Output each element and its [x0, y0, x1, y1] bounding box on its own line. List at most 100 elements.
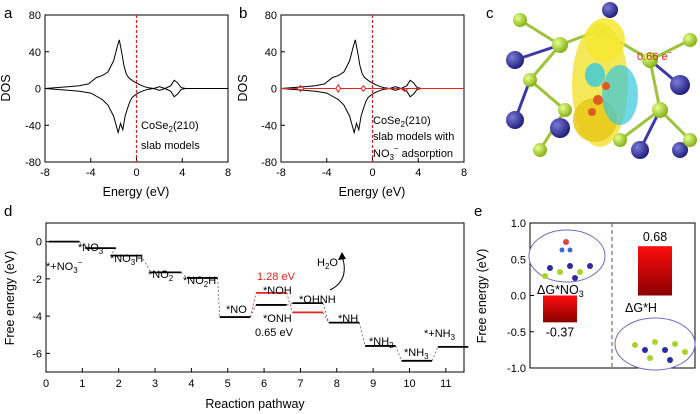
selenium-atom [652, 102, 668, 118]
selenium-atom [683, 33, 697, 47]
bar-label-h: ΔG*H [625, 301, 657, 315]
y-tick-label: -4 [32, 311, 42, 323]
x-tick-label: 6 [261, 378, 267, 390]
step-label: *+NO3− [46, 258, 83, 275]
level-connector [286, 302, 293, 306]
charge-transfer-label: 0.66 e− [637, 48, 673, 63]
y-tick-label: 1.0 [511, 218, 526, 230]
panel-a-note-line1: CoSe2(210) [141, 120, 199, 134]
dos-series-line [281, 88, 464, 94]
dos-series-line [280, 39, 464, 91]
y-tick-label: -6 [32, 348, 42, 360]
x-tick-label: -4 [322, 167, 332, 179]
step-label: *NO2H [183, 275, 216, 289]
level-connector [217, 277, 221, 318]
y-tick-label: -1.0 [507, 363, 526, 375]
dos-series-line [44, 86, 228, 135]
x-tick-label: 8 [225, 167, 231, 179]
step-label: *NO [226, 304, 247, 316]
y-tick-label: -80 [261, 157, 277, 169]
panel-a-ylabel: DOS [0, 74, 13, 101]
y-tick-label: 0.0 [511, 291, 526, 303]
panel-e-ylabel: Free energy (eV) [475, 249, 489, 343]
step-label: *NO3 [78, 242, 104, 256]
y-tick-label: 0 [271, 84, 277, 96]
x-tick-label: 0 [133, 167, 139, 179]
dos-series-line [44, 39, 228, 91]
cobalt-atom [602, 2, 618, 18]
barrier-red-label: 1.28 eV [257, 271, 296, 283]
cobalt-atom [506, 111, 524, 129]
selenium-atom [533, 143, 547, 157]
panel-d-levels [48, 240, 469, 362]
structure-image [506, 2, 697, 159]
level-connector [79, 241, 86, 249]
level-connector [140, 255, 152, 273]
selenium-atom [683, 133, 697, 147]
level-connector [180, 272, 188, 279]
level-connector [322, 302, 330, 323]
cobalt-atom [631, 141, 649, 159]
charge-depletion-lobe [585, 63, 605, 87]
panel-a-xlabel: Energy (eV) [103, 185, 170, 199]
panel-c-letter: c [486, 5, 494, 22]
x-tick-label: 8 [461, 167, 467, 179]
panel-a-letter: a [4, 5, 13, 22]
inset-no3-adsorption [528, 229, 606, 283]
level-connector [358, 322, 366, 347]
x-tick-label: -8 [40, 167, 50, 179]
x-tick-label: 0 [369, 167, 375, 179]
step-label: *NH3 [404, 347, 429, 361]
cobalt-atom [672, 142, 688, 158]
y-tick-label: 0 [36, 237, 42, 249]
x-tick-label: 8 [334, 378, 340, 390]
cobalt-atom [670, 75, 690, 95]
x-tick-label: 4 [188, 378, 194, 390]
step-label: *ONH [263, 313, 292, 325]
y-tick-label: 0 [35, 84, 41, 96]
cobalt-atom [506, 51, 524, 69]
y-tick-label: -0.5 [507, 327, 526, 339]
panel-b-letter: b [239, 5, 247, 22]
level-connector [249, 304, 257, 318]
panel-d-xlabel: Reaction pathway [205, 397, 305, 411]
x-tick-label: 4 [415, 167, 421, 179]
panel-a-series [44, 39, 228, 135]
step-label: *NH2 [369, 336, 394, 350]
inset-h-structure [632, 339, 688, 363]
x-tick-label: 4 [179, 167, 185, 179]
selenium-atom [523, 73, 537, 87]
charge-accumulation-lobe [585, 18, 625, 62]
y-tick-label: 40 [29, 47, 41, 59]
oxygen-atom [588, 108, 596, 116]
level-connector [110, 247, 117, 256]
y-tick-label: 0.5 [511, 254, 526, 266]
x-tick-label: 0 [43, 378, 49, 390]
level-connector [431, 346, 439, 361]
step-label: *NOH [263, 285, 292, 297]
selenium-atom [558, 103, 572, 117]
selenium-atom [513, 13, 527, 27]
x-tick-label: 10 [403, 378, 415, 390]
panel-e: e -1.0 -0.5 0.0 0.5 1.0 -0.37 0.68 Free energ… [474, 203, 696, 375]
level-connector [286, 292, 293, 313]
panel-d-frame [45, 222, 465, 373]
panel-e-ticks: -1.0 -0.5 0.0 0.5 1.0 [507, 218, 534, 375]
panel-e-bars: -0.37 0.68 [543, 230, 672, 339]
selenium-atom [552, 37, 568, 53]
panel-d-letter: d [4, 203, 12, 220]
step-label: *NH [338, 313, 358, 325]
level-connector [322, 312, 330, 323]
panel-b-note-line1: CoSe2(210) [373, 115, 431, 129]
x-tick-label: -8 [276, 167, 286, 179]
selenium-atom [613, 133, 627, 147]
panel-b-note-line3: NO3− adsorption [373, 144, 453, 162]
x-tick-label: 7 [297, 378, 303, 390]
cobalt-atom [550, 118, 570, 138]
x-tick-label: 5 [225, 378, 231, 390]
dos-series-line [280, 86, 464, 135]
